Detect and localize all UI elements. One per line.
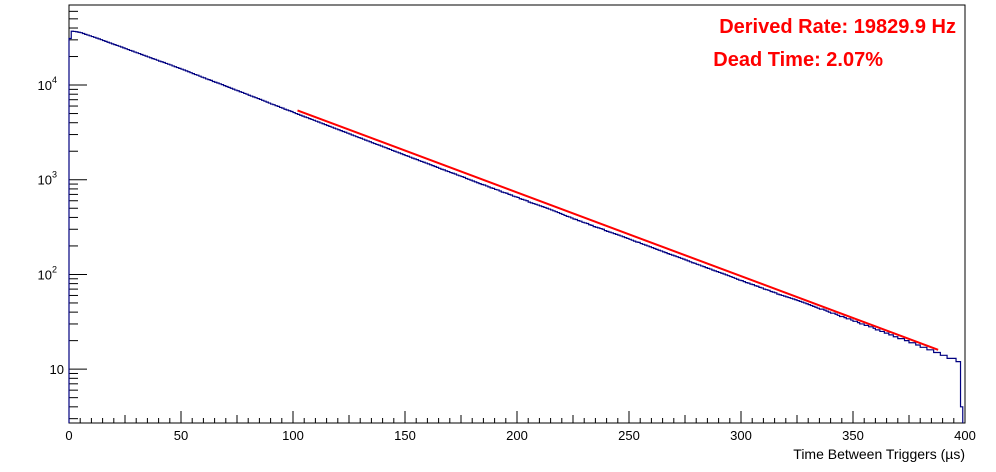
x-tick-label: 150: [394, 428, 416, 443]
x-tick-label: 400: [954, 428, 976, 443]
x-tick-label: 0: [65, 428, 72, 443]
y-axis: 10 102 103 104: [38, 4, 87, 420]
annotation-dead-time: Dead Time: 2.07%: [713, 49, 883, 71]
x-tick-label: 250: [618, 428, 640, 443]
x-tick-label: 100: [282, 428, 304, 443]
x-tick-label: 50: [174, 428, 188, 443]
annotation-derived-rate: Derived Rate: 19829.9 Hz: [719, 16, 956, 38]
x-tick-label: 200: [506, 428, 528, 443]
x-tick-label: 300: [730, 428, 752, 443]
y-tick-label: 102: [38, 264, 57, 282]
x-axis-title: Time Between Triggers (µs): [793, 446, 965, 462]
y-tick-label: 104: [38, 75, 57, 93]
x-tick-label: 350: [842, 428, 864, 443]
fit-line: [297, 109, 939, 351]
x-axis: 0 50 100 150 200 250 300 350 400: [65, 411, 976, 443]
histogram-series: [68, 30, 964, 423]
y-tick-label: 103: [38, 170, 57, 188]
y-tick-label: 10: [50, 362, 64, 377]
